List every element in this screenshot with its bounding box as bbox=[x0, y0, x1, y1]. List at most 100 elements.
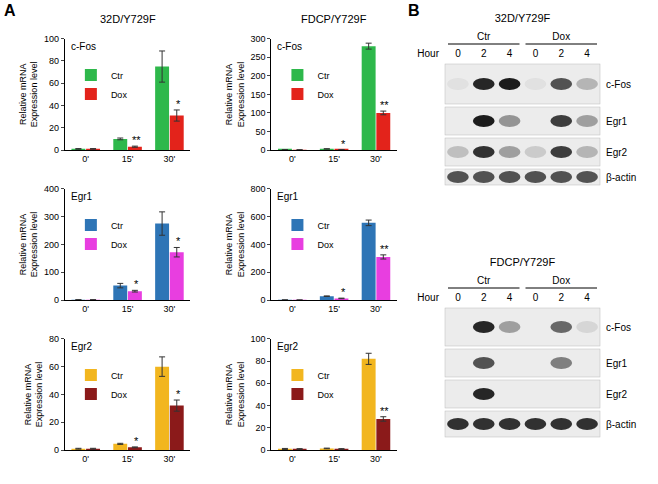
svg-text:200: 200 bbox=[251, 267, 266, 277]
svg-text:20: 20 bbox=[256, 423, 266, 433]
svg-text:Dox: Dox bbox=[552, 275, 570, 286]
svg-text:15': 15' bbox=[122, 154, 134, 164]
svg-text:*: * bbox=[134, 278, 139, 290]
svg-text:Ctr: Ctr bbox=[477, 31, 491, 42]
svg-text:4: 4 bbox=[507, 48, 513, 59]
svg-text:Egr1: Egr1 bbox=[606, 358, 628, 369]
svg-text:50: 50 bbox=[256, 127, 266, 137]
svg-text:0: 0 bbox=[54, 295, 59, 305]
svg-text:*: * bbox=[176, 98, 181, 110]
svg-text:Dox: Dox bbox=[317, 240, 334, 250]
svg-text:Ctr: Ctr bbox=[317, 221, 329, 231]
svg-text:Dox: Dox bbox=[111, 90, 128, 100]
svg-text:80: 80 bbox=[256, 356, 266, 366]
svg-text:60: 60 bbox=[49, 78, 59, 88]
svg-text:Ctr: Ctr bbox=[477, 275, 491, 286]
svg-text:0': 0' bbox=[82, 454, 89, 464]
svg-text:2: 2 bbox=[558, 48, 564, 59]
svg-text:100: 100 bbox=[44, 34, 59, 44]
svg-text:0: 0 bbox=[455, 48, 461, 59]
svg-text:**: ** bbox=[380, 99, 389, 111]
svg-text:*: * bbox=[176, 235, 181, 247]
svg-text:Egr2: Egr2 bbox=[71, 341, 93, 352]
svg-text:30': 30' bbox=[370, 454, 382, 464]
svg-text:30': 30' bbox=[370, 154, 382, 164]
svg-text:Hour: Hour bbox=[417, 292, 439, 303]
svg-text:**: ** bbox=[132, 134, 141, 146]
svg-text:Egr1: Egr1 bbox=[277, 191, 299, 202]
svg-text:30': 30' bbox=[164, 154, 176, 164]
svg-text:4: 4 bbox=[584, 48, 590, 59]
svg-text:100: 100 bbox=[251, 334, 266, 344]
svg-text:15': 15' bbox=[328, 154, 340, 164]
svg-text:Relative mRNAExpression level: Relative mRNAExpression level bbox=[23, 362, 45, 428]
svg-text:Egr2: Egr2 bbox=[606, 389, 628, 400]
svg-text:**: ** bbox=[380, 405, 389, 417]
svg-text:Relative mRNAExpression level: Relative mRNAExpression level bbox=[18, 212, 40, 278]
svg-text:0: 0 bbox=[54, 445, 59, 455]
svg-text:80: 80 bbox=[49, 334, 59, 344]
svg-text:100: 100 bbox=[44, 267, 59, 277]
svg-text:*: * bbox=[134, 435, 139, 447]
svg-text:400: 400 bbox=[251, 240, 266, 250]
svg-text:*: * bbox=[176, 388, 181, 400]
svg-text:0: 0 bbox=[261, 145, 266, 155]
svg-text:0': 0' bbox=[82, 304, 89, 314]
svg-text:30': 30' bbox=[164, 454, 176, 464]
svg-text:Ctr: Ctr bbox=[111, 221, 123, 231]
svg-text:30': 30' bbox=[370, 304, 382, 314]
svg-text:*: * bbox=[341, 138, 346, 150]
svg-text:32D/Y729F: 32D/Y729F bbox=[100, 13, 156, 25]
svg-text:40: 40 bbox=[256, 401, 266, 411]
svg-text:Ctr: Ctr bbox=[317, 371, 329, 381]
svg-text:100: 100 bbox=[251, 108, 266, 118]
svg-text:600: 600 bbox=[251, 212, 266, 222]
svg-text:Ctr: Ctr bbox=[111, 371, 123, 381]
svg-text:400: 400 bbox=[44, 184, 59, 194]
svg-text:Relative mRNAExpression level: Relative mRNAExpression level bbox=[224, 362, 246, 428]
svg-text:Relative mRNAExpression level: Relative mRNAExpression level bbox=[224, 62, 246, 128]
svg-text:0': 0' bbox=[289, 454, 296, 464]
svg-text:0: 0 bbox=[533, 292, 539, 303]
svg-text:Ctr: Ctr bbox=[111, 71, 123, 81]
svg-text:c-Fos: c-Fos bbox=[606, 79, 631, 90]
svg-text:Dox: Dox bbox=[317, 90, 334, 100]
svg-text:0: 0 bbox=[54, 145, 59, 155]
svg-text:β-actin: β-actin bbox=[606, 419, 636, 430]
svg-text:0': 0' bbox=[82, 154, 89, 164]
svg-text:15': 15' bbox=[122, 304, 134, 314]
svg-text:30': 30' bbox=[164, 304, 176, 314]
svg-text:20: 20 bbox=[49, 417, 59, 427]
svg-text:150: 150 bbox=[251, 90, 266, 100]
svg-text:0: 0 bbox=[533, 48, 539, 59]
svg-text:40: 40 bbox=[49, 390, 59, 400]
svg-text:200: 200 bbox=[251, 71, 266, 81]
svg-text:300: 300 bbox=[251, 34, 266, 44]
svg-text:80: 80 bbox=[49, 56, 59, 66]
svg-text:2: 2 bbox=[558, 292, 564, 303]
svg-text:c-Fos: c-Fos bbox=[277, 41, 302, 52]
svg-text:Dox: Dox bbox=[317, 390, 334, 400]
svg-text:Relative mRNAExpression level: Relative mRNAExpression level bbox=[224, 212, 246, 278]
svg-text:0: 0 bbox=[261, 445, 266, 455]
svg-text:200: 200 bbox=[44, 240, 59, 250]
svg-text:15': 15' bbox=[122, 454, 134, 464]
svg-text:15': 15' bbox=[328, 454, 340, 464]
svg-text:60: 60 bbox=[49, 362, 59, 372]
svg-text:Relative mRNAExpression level: Relative mRNAExpression level bbox=[18, 62, 40, 128]
svg-text:**: ** bbox=[380, 243, 389, 255]
svg-text:Dox: Dox bbox=[111, 240, 128, 250]
svg-text:*: * bbox=[341, 286, 346, 298]
svg-text:Egr1: Egr1 bbox=[71, 191, 93, 202]
svg-text:FDCP/Y729F: FDCP/Y729F bbox=[490, 256, 556, 268]
svg-text:Egr2: Egr2 bbox=[606, 147, 628, 158]
svg-text:15': 15' bbox=[328, 304, 340, 314]
svg-text:300: 300 bbox=[44, 212, 59, 222]
svg-text:800: 800 bbox=[251, 184, 266, 194]
svg-text:4: 4 bbox=[584, 292, 590, 303]
svg-text:FDCP/Y729F: FDCP/Y729F bbox=[301, 13, 367, 25]
svg-text:250: 250 bbox=[251, 52, 266, 62]
svg-text:20: 20 bbox=[49, 123, 59, 133]
svg-text:Ctr: Ctr bbox=[317, 71, 329, 81]
svg-text:2: 2 bbox=[481, 292, 487, 303]
